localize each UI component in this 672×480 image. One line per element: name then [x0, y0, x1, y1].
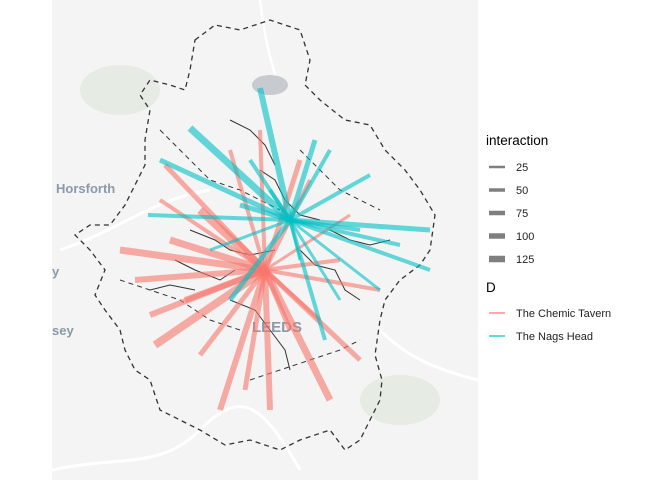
- flow-line-chemic-tavern: [152, 266, 268, 349]
- flow-line-chemic-tavern: [262, 269, 273, 411]
- flow-line-nags-head: [147, 213, 291, 222]
- flow-line-nags-head: [287, 139, 318, 221]
- legend-size-label: 25: [516, 162, 528, 174]
- label-y: y: [52, 264, 60, 279]
- flow-lines: [119, 87, 431, 411]
- flow-line-chemic-tavern: [134, 267, 266, 283]
- basemap-green-area: [80, 65, 160, 115]
- flow-line-nags-head: [239, 202, 291, 223]
- legend-color-title: D: [486, 280, 496, 295]
- color-legend: The Chemic Tavern The Nags Head: [489, 308, 611, 343]
- legend-size-label: 125: [516, 254, 534, 266]
- legend-size-title: interaction: [486, 133, 548, 148]
- legend-size-label: 75: [516, 208, 528, 220]
- flow-line-nags-head: [288, 219, 302, 261]
- flow-line-nags-head: [289, 218, 381, 292]
- flow-line-nags-head: [158, 157, 292, 223]
- flow-line-chemic-tavern: [198, 268, 267, 357]
- flow-line-nags-head: [289, 173, 371, 222]
- flow-line-nags-head: [228, 218, 292, 302]
- label-sey: sey: [52, 323, 74, 338]
- flow-line-nags-head: [187, 125, 293, 223]
- flow-line-chemic-tavern: [262, 269, 293, 331]
- flow-line-chemic-tavern: [264, 268, 381, 292]
- flow-line-nags-head: [288, 149, 332, 221]
- basemap-reservoir: [252, 75, 288, 95]
- flow-line-nags-head: [209, 218, 291, 252]
- legend-size-label: 100: [516, 231, 534, 243]
- basemap-green-area: [360, 375, 440, 425]
- flow-line-nags-head: [257, 87, 293, 221]
- flow-line-nags-head: [248, 158, 292, 222]
- flow-line-nags-head: [289, 218, 431, 272]
- flow-line-chemic-tavern: [263, 268, 322, 322]
- size-legend: 25 50 75 100 125: [489, 162, 534, 266]
- flow-line-chemic-tavern: [168, 236, 267, 274]
- basemap-road: [378, 328, 479, 382]
- legend-color-label: The Nags Head: [516, 331, 593, 343]
- basemap: Horsforth LEEDS y sey: [51, 0, 479, 480]
- flow-line-chemic-tavern: [258, 129, 267, 271]
- legend-size-label: 50: [516, 185, 528, 197]
- label-horsforth: Horsforth: [56, 181, 115, 196]
- flow-line-nags-head: [289, 218, 361, 232]
- legend: interaction 25 50 75 100 125 D The Chemic Ta…: [486, 133, 611, 343]
- legend-color-label: The Chemic Tavern: [516, 308, 611, 320]
- flow-line-chemic-tavern: [119, 246, 266, 274]
- flow-line-nags-head: [288, 219, 342, 301]
- flow-line-chemic-tavern: [158, 198, 267, 272]
- flow-line-chemic-tavern: [217, 269, 268, 411]
- flow-line-chemic-tavern: [242, 269, 268, 391]
